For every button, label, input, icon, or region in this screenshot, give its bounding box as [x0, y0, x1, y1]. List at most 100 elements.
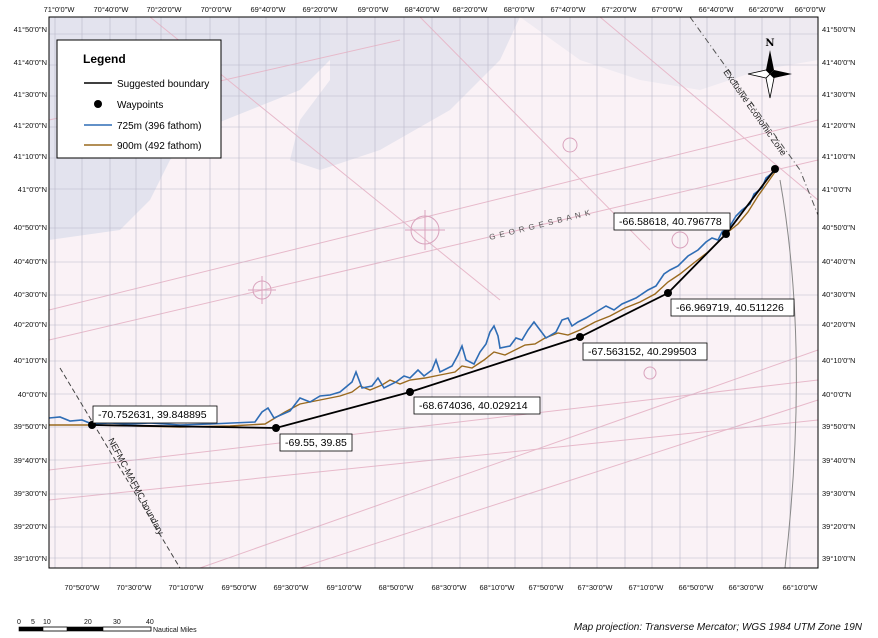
- legend-title: Legend: [83, 52, 126, 66]
- top-tick-1: 70°40'0"W: [93, 5, 129, 14]
- left-tick-13: 39°40'0"N: [14, 456, 47, 465]
- projection-note: Map projection: Transverse Mercator; WGS…: [574, 622, 863, 633]
- bottom-tick-12: 66°50'0"W: [678, 583, 714, 592]
- bottom-tick-labels: 70°50'0"W 70°30'0"W 70°10'0"W 69°50'0"W 69°3…: [64, 583, 818, 592]
- waypoint-7: [771, 165, 779, 173]
- top-tick-8: 68°20'0"W: [452, 5, 488, 14]
- legend: Legend Suggested boundary Waypoints 725m…: [56, 39, 222, 159]
- right-tick-12: 39°50'0"N: [822, 422, 855, 431]
- svg-text:-66.969719, 40.511226: -66.969719, 40.511226: [676, 302, 784, 314]
- scale-tick-0: 0: [17, 619, 21, 626]
- right-tick-3: 41°20'0"N: [822, 121, 855, 130]
- top-tick-0: 71°0'0"W: [44, 5, 76, 14]
- top-tick-11: 67°20'0"W: [601, 5, 637, 14]
- scale-tick-10: 10: [43, 619, 51, 626]
- waypoint-label-1: -70.752631, 39.848895: [92, 405, 218, 424]
- left-tick-14: 39°30'0"N: [14, 489, 47, 498]
- left-tick-3: 41°20'0"N: [14, 121, 47, 130]
- left-tick-0: 41°50'0"N: [14, 25, 47, 34]
- chart-arc: [779, 179, 797, 568]
- waypoint-label-6: -66.58618, 40.796778: [613, 212, 731, 231]
- legend-waypoint-swatch: [94, 100, 102, 108]
- left-tick-9: 40°20'0"N: [14, 320, 47, 329]
- left-tick-16: 39°10'0"N: [14, 554, 47, 563]
- bottom-tick-6: 68°50'0"W: [378, 583, 414, 592]
- map-frame: [48, 16, 819, 569]
- left-tick-5: 41°0'0"N: [18, 185, 47, 194]
- bottom-tick-10: 67°30'0"W: [577, 583, 613, 592]
- right-tick-9: 40°20'0"N: [822, 320, 855, 329]
- left-tick-7: 40°40'0"N: [14, 257, 47, 266]
- right-tick-7: 40°40'0"N: [822, 257, 855, 266]
- left-tick-6: 40°50'0"N: [14, 223, 47, 232]
- bottom-tick-5: 69°10'0"W: [326, 583, 362, 592]
- left-tick-15: 39°20'0"N: [14, 522, 47, 531]
- nefmc-mafmc-boundary-line: [59, 367, 181, 568]
- top-tick-7: 68°40'0"W: [404, 5, 440, 14]
- right-tick-labels: 41°50'0"N 41°40'0"N 41°30'0"N 41°20'0"N 41°1…: [822, 25, 855, 563]
- left-tick-4: 41°10'0"N: [14, 152, 47, 161]
- svg-text:-67.563152, 40.299503: -67.563152, 40.299503: [588, 346, 697, 358]
- left-tick-8: 40°30'0"N: [14, 290, 47, 299]
- svg-text:N: N: [765, 38, 774, 49]
- shoal-area-georges-n: [290, 17, 520, 170]
- waypoint-5: [664, 289, 672, 297]
- waypoint-markers: [88, 165, 779, 432]
- waypoint-2: [272, 424, 280, 432]
- top-tick-4: 69°40'0"W: [250, 5, 286, 14]
- gulf-of-maine-area: [520, 17, 818, 90]
- bottom-tick-11: 67°10'0"W: [628, 583, 664, 592]
- legend-item-725m: 725m (396 fathom): [117, 121, 202, 132]
- right-tick-13: 39°40'0"N: [822, 456, 855, 465]
- chart-symbols: [248, 137, 689, 380]
- scale-tick-40: 40: [146, 619, 154, 626]
- svg-text:-69.55, 39.85: -69.55, 39.85: [285, 437, 347, 449]
- right-tick-2: 41°30'0"N: [822, 90, 855, 99]
- left-tick-1: 41°40'0"N: [14, 58, 47, 67]
- top-tick-10: 67°40'0"W: [550, 5, 586, 14]
- top-tick-3: 70°0'0"W: [201, 5, 233, 14]
- legend-item-900m: 900m (492 fathom): [117, 141, 202, 152]
- scale-bar: 0 5 10 20 30 40 Nautical Miles: [17, 619, 197, 634]
- waypoint-label-5: -66.969719, 40.511226: [670, 298, 795, 317]
- right-tick-10: 40°10'0"N: [822, 356, 855, 365]
- right-tick-15: 39°20'0"N: [822, 522, 855, 531]
- waypoint-6: [722, 230, 730, 238]
- top-tick-14: 66°20'0"W: [748, 5, 784, 14]
- top-tick-5: 69°20'0"W: [302, 5, 338, 14]
- scale-tick-5: 5: [31, 619, 35, 626]
- chart-lanes: [49, 17, 818, 568]
- top-tick-9: 68°0'0"W: [504, 5, 536, 14]
- scale-tick-30: 30: [113, 619, 121, 626]
- bottom-tick-4: 69°30'0"W: [273, 583, 309, 592]
- bottom-tick-8: 68°10'0"W: [479, 583, 515, 592]
- waypoint-label-4: -67.563152, 40.299503: [582, 342, 708, 361]
- left-tick-labels: 41°50'0"N 41°40'0"N 41°30'0"N 41°20'0"N 41°1…: [14, 25, 47, 563]
- bottom-tick-7: 68°30'0"W: [431, 583, 467, 592]
- bottom-tick-14: 66°10'0"W: [782, 583, 818, 592]
- scale-tick-20: 20: [84, 619, 92, 626]
- svg-text:-66.58618, 40.796778: -66.58618, 40.796778: [619, 216, 722, 228]
- top-tick-labels: 71°0'0"W 70°40'0"W 70°20'0"W 70°0'0"W 69°40'…: [44, 5, 827, 14]
- top-tick-15: 66°0'0"W: [795, 5, 827, 14]
- bottom-tick-1: 70°30'0"W: [116, 583, 152, 592]
- bottom-tick-3: 69°50'0"W: [221, 583, 257, 592]
- waypoint-3: [406, 388, 414, 396]
- right-tick-11: 40°0'0"N: [822, 390, 851, 399]
- bottom-tick-13: 66°30'0"W: [728, 583, 764, 592]
- top-tick-12: 67°0'0"W: [652, 5, 684, 14]
- svg-text:-70.752631, 39.848895: -70.752631, 39.848895: [98, 409, 207, 421]
- top-tick-2: 70°20'0"W: [146, 5, 182, 14]
- right-tick-1: 41°40'0"N: [822, 58, 855, 67]
- legend-item-waypoints: Waypoints: [117, 100, 163, 111]
- bottom-tick-0: 70°50'0"W: [64, 583, 100, 592]
- north-arrow-icon: N: [747, 38, 792, 99]
- waypoint-label-2: -69.55, 39.85: [279, 433, 353, 452]
- waypoint-4: [576, 333, 584, 341]
- right-tick-6: 40°50'0"N: [822, 223, 855, 232]
- scale-units: Nautical Miles: [153, 627, 197, 634]
- right-tick-0: 41°50'0"N: [822, 25, 855, 34]
- waypoint-label-3: -68.674036, 40.029214: [413, 396, 541, 415]
- left-tick-11: 40°0'0"N: [18, 390, 47, 399]
